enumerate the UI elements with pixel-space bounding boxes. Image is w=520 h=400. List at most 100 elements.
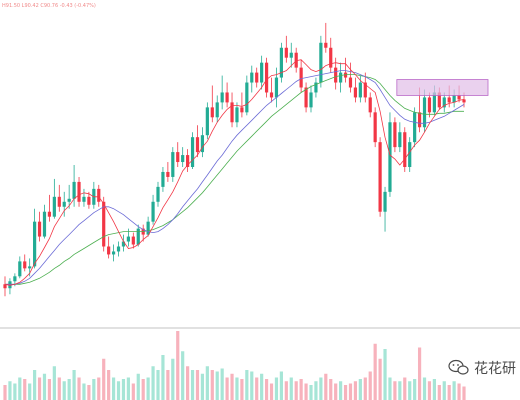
volume-bar[interactable] xyxy=(23,379,27,400)
volume-bar[interactable] xyxy=(107,370,111,400)
volume-bar[interactable] xyxy=(403,377,407,400)
volume-bar[interactable] xyxy=(126,377,130,400)
volume-bar[interactable] xyxy=(3,385,7,400)
candle[interactable] xyxy=(131,232,135,249)
volume-bar[interactable] xyxy=(200,373,205,400)
candle[interactable] xyxy=(200,127,205,158)
candle[interactable] xyxy=(343,57,348,83)
candle[interactable] xyxy=(181,147,185,167)
candle[interactable] xyxy=(289,42,293,68)
volume-bar[interactable] xyxy=(457,383,461,400)
volume-bar[interactable] xyxy=(378,358,382,400)
volume-bar[interactable] xyxy=(190,370,195,400)
candle[interactable] xyxy=(284,35,288,63)
resistance-zone[interactable] xyxy=(396,79,489,96)
candle[interactable] xyxy=(116,241,121,257)
candle[interactable] xyxy=(279,42,283,83)
volume-bar[interactable] xyxy=(289,377,293,400)
volume-bar[interactable] xyxy=(260,373,264,400)
volume-bar[interactable] xyxy=(299,379,303,400)
candle[interactable] xyxy=(37,211,42,242)
candle[interactable] xyxy=(52,178,56,219)
candle[interactable] xyxy=(294,47,298,73)
candle[interactable] xyxy=(23,254,27,272)
volume-bar[interactable] xyxy=(417,347,422,400)
volume-bar[interactable] xyxy=(437,385,441,400)
volume-bar[interactable] xyxy=(186,366,190,400)
volume-bar[interactable] xyxy=(116,381,121,400)
volume-bar[interactable] xyxy=(136,373,140,400)
candle[interactable] xyxy=(151,194,155,225)
volume-bar[interactable] xyxy=(141,379,145,400)
volume-bar[interactable] xyxy=(348,383,353,400)
candle[interactable] xyxy=(383,186,387,232)
candle[interactable] xyxy=(190,132,195,169)
volume-bar[interactable] xyxy=(245,370,249,400)
volume-bar[interactable] xyxy=(92,379,96,400)
volume-bar[interactable] xyxy=(343,385,348,400)
candle[interactable] xyxy=(72,165,76,207)
candle[interactable] xyxy=(264,57,269,98)
candle[interactable] xyxy=(220,75,224,110)
candle[interactable] xyxy=(353,77,358,103)
candle[interactable] xyxy=(102,196,106,252)
volume-bar[interactable] xyxy=(195,370,200,400)
volume-bar[interactable] xyxy=(368,371,372,400)
volume-bar[interactable] xyxy=(13,383,17,400)
candle[interactable] xyxy=(97,184,101,207)
candle[interactable] xyxy=(205,102,209,140)
volume-bar[interactable] xyxy=(102,358,106,400)
candle[interactable] xyxy=(309,85,313,113)
candle[interactable] xyxy=(225,82,229,108)
volume-bar[interactable] xyxy=(452,381,456,400)
candle[interactable] xyxy=(304,82,308,113)
candle[interactable] xyxy=(3,276,7,297)
candle[interactable] xyxy=(42,204,47,239)
volume-bar[interactable] xyxy=(383,349,387,400)
candle[interactable] xyxy=(378,137,382,217)
candle[interactable] xyxy=(161,167,165,192)
candle[interactable] xyxy=(18,256,22,279)
candle[interactable] xyxy=(314,77,318,98)
volume-bar[interactable] xyxy=(284,381,288,400)
volume-bar[interactable] xyxy=(67,379,71,400)
volume-bar[interactable] xyxy=(388,377,392,400)
volume-bar[interactable] xyxy=(393,381,397,400)
candle[interactable] xyxy=(82,188,86,207)
volume-bar[interactable] xyxy=(269,383,274,400)
volume-bar[interactable] xyxy=(37,377,42,400)
volume-bar[interactable] xyxy=(279,371,283,400)
volume-bar[interactable] xyxy=(363,377,367,400)
volume-bar[interactable] xyxy=(235,377,239,400)
candle[interactable] xyxy=(260,55,264,90)
candle[interactable] xyxy=(235,102,239,128)
volume-bar[interactable] xyxy=(255,377,259,400)
volume-bar[interactable] xyxy=(52,366,56,400)
volume-bar[interactable] xyxy=(274,377,279,400)
volume-bar[interactable] xyxy=(166,370,170,400)
volume-bar[interactable] xyxy=(33,370,37,400)
candle[interactable] xyxy=(121,234,126,252)
volume-bar[interactable] xyxy=(422,377,427,400)
candle[interactable] xyxy=(156,181,160,207)
candle[interactable] xyxy=(62,191,66,217)
volume-bar[interactable] xyxy=(324,373,328,400)
volume-bar[interactable] xyxy=(432,379,436,400)
candle[interactable] xyxy=(47,194,52,222)
volume-bar[interactable] xyxy=(353,381,358,400)
candle[interactable] xyxy=(339,62,343,93)
candle[interactable] xyxy=(373,107,377,148)
candle[interactable] xyxy=(403,127,407,172)
candle[interactable] xyxy=(77,176,81,207)
candle[interactable] xyxy=(171,147,175,182)
volume-bar[interactable] xyxy=(220,368,224,400)
candle[interactable] xyxy=(166,162,170,182)
volume-bar[interactable] xyxy=(47,379,52,400)
candle[interactable] xyxy=(57,184,61,212)
candle[interactable] xyxy=(230,92,234,128)
candle[interactable] xyxy=(393,117,397,153)
candle[interactable] xyxy=(92,181,96,209)
candle[interactable] xyxy=(240,92,244,118)
volume-bar[interactable] xyxy=(230,373,234,400)
